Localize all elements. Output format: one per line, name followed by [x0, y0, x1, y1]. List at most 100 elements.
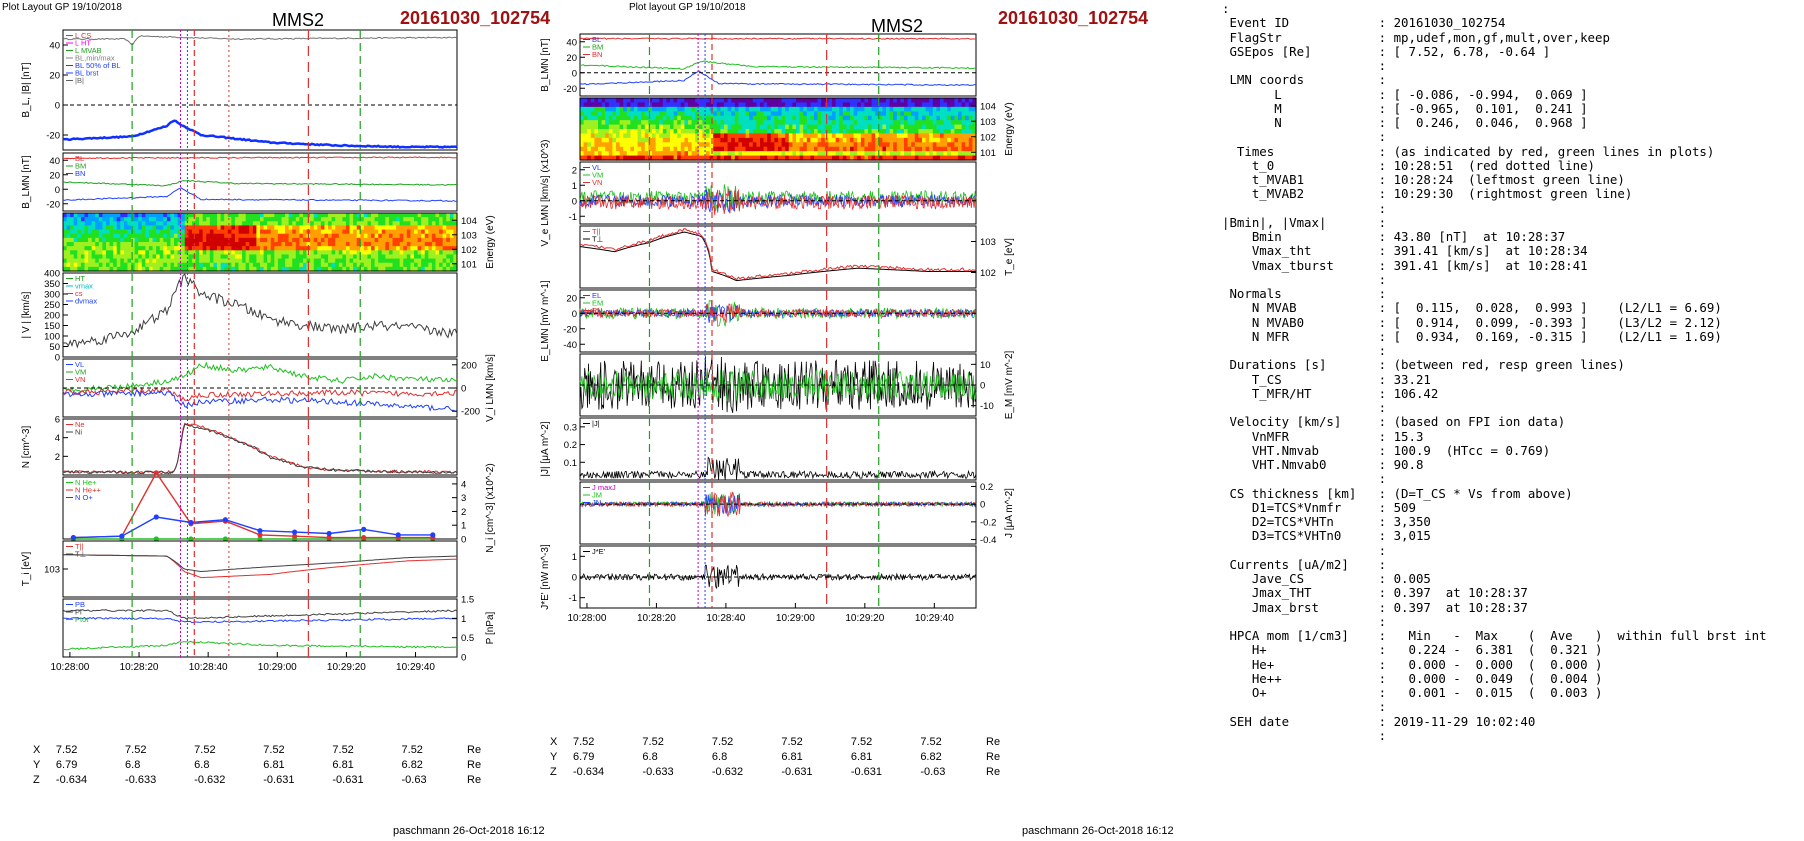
- right-Te-series-parallel: [579, 228, 977, 281]
- right-electron_spectrogram-ytick: 104: [980, 101, 996, 112]
- left-Ni_minor-point: [361, 526, 367, 532]
- left-P-series-1: [62, 609, 458, 620]
- summary-row: T_MFR/HT : 106.42: [1222, 385, 1439, 401]
- right-B_LMN-ytick: 20: [566, 53, 577, 64]
- left-ion_spectrogram-ytick: 104: [461, 216, 477, 227]
- left-footer: paschmann 26-Oct-2018 16:12: [393, 825, 545, 837]
- left-B_LMN-ytick: 40: [49, 156, 60, 167]
- right-EM-trace-0: [579, 356, 977, 413]
- summary-row: Bmin : 43.80 [nT] at 10:28:37: [1222, 229, 1566, 244]
- left-Vi-ytick: 200: [44, 311, 60, 322]
- left-BL_B-ytick: -20: [46, 131, 60, 142]
- left-Ni_minor-legend-1: N He++: [75, 486, 101, 495]
- left-P-ytick: 1: [461, 614, 466, 625]
- left-ion_spectrogram-ytick: 101: [461, 259, 477, 270]
- left-coord-value: -0.632: [194, 774, 226, 786]
- left-coord-value: -0.631: [263, 774, 295, 786]
- summary-row: Normals :: [1222, 286, 1394, 301]
- left-figure-header: Plot Layout GP 19/10/2018: [2, 2, 122, 13]
- summary-row: O+ : 0.001 - 0.015 ( 0.003 ): [1222, 685, 1603, 700]
- right-J_mag-ytick: 0.2: [564, 440, 577, 451]
- right-coord-value: 6.8: [711, 751, 728, 763]
- left-Ti-ylabel: T_i [eV]: [21, 552, 32, 587]
- right-Te-ytick: 103: [980, 237, 996, 248]
- left-P-series-0: [62, 616, 458, 624]
- right-coord-value: 7.52: [781, 736, 803, 748]
- left-P-legend-1: Pi: [75, 608, 82, 617]
- right-coord-value: 6.79: [572, 751, 595, 763]
- left-panel-ion_spectrogram: 101 102 103 104 Energy (eV): [62, 212, 496, 272]
- left-Vi-legend-2: cs: [75, 289, 83, 298]
- left-Ni_minor-point: [188, 536, 194, 542]
- right-coord-unit: Re: [986, 766, 1001, 778]
- right-EM-ytick: 0: [980, 381, 985, 392]
- right-coord-unit: Re: [986, 736, 1001, 748]
- summary-row: HPCA mom [1/cm3] : Min - Max ( Ave ) wit…: [1222, 628, 1767, 643]
- right-J_LMN-ytick: 0: [980, 500, 985, 511]
- left-coord-unit: Re: [467, 759, 482, 771]
- left-BL_B-legend-2: L MVAB: [75, 46, 102, 55]
- summary-row: :: [1222, 129, 1394, 145]
- summary-row: :: [1222, 200, 1394, 216]
- left-coord-value: 7.52: [125, 744, 147, 756]
- summary-row: :: [1222, 699, 1394, 715]
- left-coord-label-z: Z: [33, 774, 40, 786]
- summary-row: VnMFR : 15.3: [1222, 428, 1424, 444]
- left-Vi_LMN-series-0: [62, 361, 458, 394]
- right-J_LMN-legend-1: JM: [592, 491, 602, 500]
- left-xtick: 10:29:00: [258, 662, 297, 673]
- summary-row: Jmax_brst : 0.397 at 10:28:37: [1222, 599, 1528, 615]
- left-Vi_LMN-ytick: 200: [461, 360, 477, 371]
- right-coord-value: 6.82: [920, 751, 942, 763]
- right-B_LMN-ytick: -20: [563, 84, 577, 95]
- right-electron_spectrogram-ytick: 103: [980, 117, 996, 128]
- right-J_LMN-ytick: -0.2: [980, 517, 996, 528]
- right-Ve_LMN-legend-1: VM: [592, 171, 603, 180]
- right-xtick: 10:29:20: [845, 613, 884, 624]
- right-J_LMN-ylabel: J [μA m^-2]: [1004, 488, 1015, 538]
- summary-row: H+ : 0.224 - 6.381 ( 0.321 ): [1222, 642, 1603, 658]
- right-J_LMN-ytick: 0.2: [980, 482, 993, 493]
- left-Vi_LMN-ytick: -200: [461, 407, 480, 418]
- right-JdotE-ytick: 1: [572, 552, 577, 563]
- left-panel-BL_B: -20 0 20 40 B_L, |B| [nT] L CSL HTL MVABBL,mi…: [21, 29, 458, 151]
- left-Ni_minor-legend-0: N He+: [75, 478, 97, 487]
- left-P-ytick: 1.5: [461, 595, 474, 606]
- right-coord-value: 6.8: [642, 751, 658, 763]
- right-J_LMN-ytick: -0.4: [980, 535, 996, 546]
- left-Vi-ytick: 0: [55, 353, 60, 364]
- right-B_LMN-legend-0: BL: [592, 35, 601, 44]
- left-B_LMN-legend-1: BM: [75, 162, 86, 171]
- right-Ve_LMN-ytick: -1: [569, 212, 577, 223]
- right-EM-ytick: 10: [980, 360, 991, 371]
- left-BL_B-series-0: [62, 34, 458, 46]
- left-BL_B-legend-5: BL brst: [75, 69, 99, 78]
- left-xtick: 10:28:20: [120, 662, 159, 673]
- summary-row: Jave_CS : 0.005: [1222, 571, 1431, 586]
- summary-row: T_CS : 33.21: [1222, 371, 1431, 387]
- summary-row: FlagStr : mp,udef,mon,gf,mult,over,keep: [1222, 29, 1610, 45]
- right-J_mag-legend-0: |J|: [592, 419, 600, 428]
- left-Vi-ytick: 150: [44, 321, 60, 332]
- right-Te-ylabel: T_e [eV]: [1004, 238, 1015, 276]
- left-xtick: 10:29:40: [396, 662, 435, 673]
- left-Ti-legend-0: T||: [75, 542, 84, 551]
- right-JdotE-legend-0: J*E': [592, 547, 606, 556]
- left-coord-value: 6.8: [125, 759, 141, 771]
- left-Ni_minor-ytick: 4: [461, 479, 466, 490]
- left-panel-Ti: 103 T_i [eV] T||T⊥: [21, 540, 458, 598]
- right-B_LMN-ylabel: B_LMN [nT]: [540, 38, 551, 92]
- summary-row: t_MVAB1 : 10:28:24 (leftmost green line): [1222, 172, 1625, 187]
- left-Vi_LMN-legend-0: VL: [75, 360, 84, 369]
- left-Ni_minor-point: [153, 470, 159, 476]
- right-coord-label-z: Z: [550, 766, 557, 778]
- left-Vi_LMN-legend-2: VN: [75, 375, 85, 384]
- left-N-ytick: 6: [55, 415, 60, 426]
- right-B_LMN-legend-1: BM: [592, 43, 603, 52]
- left-B_LMN-series-2: [62, 187, 458, 202]
- left-ion_spectrogram-ylabel: Energy (eV): [485, 215, 496, 268]
- summary-row: D3=TCS*VHTn0 : 3,015: [1222, 528, 1431, 544]
